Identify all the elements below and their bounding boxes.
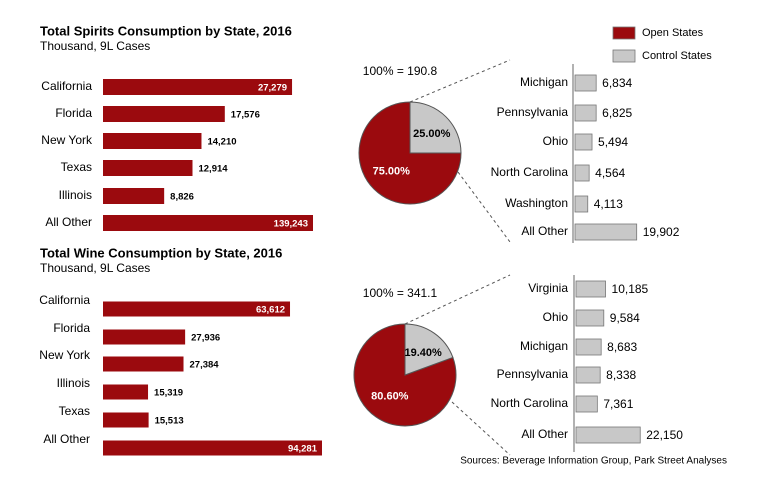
bar bbox=[103, 188, 165, 204]
value-label: 9,584 bbox=[610, 311, 640, 325]
bar bbox=[575, 338, 602, 356]
connector bbox=[451, 401, 511, 456]
value-label: 5,494 bbox=[598, 135, 628, 149]
connector bbox=[409, 59, 511, 103]
bar bbox=[574, 164, 590, 182]
bar bbox=[103, 412, 149, 428]
category-label: Michigan bbox=[520, 339, 568, 353]
legend-swatch bbox=[612, 26, 636, 40]
pie-slice bbox=[353, 323, 457, 427]
source: Sources: Beverage Information Group, Par… bbox=[460, 456, 727, 467]
category-label: All Other bbox=[521, 427, 568, 441]
value-label: 4,113 bbox=[594, 197, 623, 211]
connector bbox=[404, 274, 511, 325]
bar bbox=[103, 384, 149, 400]
value-label: 25.00% bbox=[413, 128, 451, 140]
category-label: Florida bbox=[55, 106, 92, 120]
value-label: 8,338 bbox=[606, 368, 636, 382]
category-label: Texas bbox=[61, 160, 92, 174]
value-label: 80.60% bbox=[371, 391, 409, 403]
bar bbox=[103, 301, 291, 317]
bar bbox=[574, 223, 638, 241]
bar bbox=[103, 440, 322, 456]
chart-subtitle: Thousand, 9L Cases bbox=[40, 39, 150, 53]
category-label: Florida bbox=[53, 321, 90, 335]
category-label: Virginia bbox=[528, 281, 568, 295]
category-label: Pennsylvania bbox=[497, 367, 569, 381]
chart-title: Total Spirits Consumption by State, 2016 bbox=[40, 23, 292, 38]
value-label: 15,513 bbox=[155, 416, 184, 427]
value-label: 75.00% bbox=[373, 166, 411, 178]
value-label: 6,825 bbox=[602, 106, 632, 120]
legend-swatch bbox=[612, 49, 636, 63]
chart-title: Total Wine Consumption by State, 2016 bbox=[40, 245, 282, 260]
category-label: All Other bbox=[521, 224, 568, 238]
category-label: New York bbox=[39, 348, 91, 362]
value-label: 6,834 bbox=[602, 76, 632, 90]
pie-slice bbox=[404, 323, 454, 376]
category-label: Illinois bbox=[57, 376, 90, 390]
legend-label: Control States bbox=[642, 50, 712, 62]
pie-slice bbox=[409, 101, 462, 154]
category-label: Pennsylvania bbox=[497, 105, 569, 119]
category-label: California bbox=[41, 79, 92, 93]
bar bbox=[574, 133, 593, 151]
bar bbox=[574, 104, 597, 122]
bar bbox=[575, 366, 601, 384]
value-label: 22,150 bbox=[646, 428, 683, 442]
value-label: 12,914 bbox=[198, 164, 228, 175]
value-label: 10,185 bbox=[612, 282, 649, 296]
category-label: All Other bbox=[45, 215, 92, 229]
bar bbox=[103, 160, 193, 176]
value-label: 19,902 bbox=[643, 225, 680, 239]
category-label: Ohio bbox=[543, 134, 569, 148]
value-label: 8,826 bbox=[170, 192, 194, 203]
value-label: 8,683 bbox=[607, 340, 637, 354]
category-label: All Other bbox=[43, 432, 90, 446]
category-label: Michigan bbox=[520, 75, 568, 89]
value-label: 4,564 bbox=[595, 166, 625, 180]
value-label: 27,384 bbox=[190, 360, 220, 371]
category-label: North Carolina bbox=[491, 165, 569, 179]
annotation: 100% = 341.1 bbox=[363, 286, 438, 300]
chart-subtitle: Thousand, 9L Cases bbox=[40, 261, 150, 275]
value-label: 14,210 bbox=[207, 137, 236, 148]
annotation: 100% = 190.8 bbox=[363, 64, 438, 78]
value-label: 139,243 bbox=[274, 219, 308, 230]
bar bbox=[575, 426, 641, 444]
bar bbox=[103, 133, 202, 149]
category-label: Ohio bbox=[543, 310, 569, 324]
value-label: 27,936 bbox=[191, 333, 220, 344]
legend-label: Open States bbox=[642, 27, 704, 39]
category-label: Texas bbox=[59, 404, 90, 418]
category-label: North Carolina bbox=[491, 396, 569, 410]
bar bbox=[103, 356, 184, 372]
value-label: 63,612 bbox=[256, 305, 285, 316]
category-label: Illinois bbox=[59, 188, 92, 202]
connector bbox=[457, 171, 511, 243]
value-label: 7,361 bbox=[603, 397, 633, 411]
category-label: California bbox=[39, 293, 90, 307]
value-label: 19.40% bbox=[405, 347, 443, 359]
bar bbox=[574, 74, 597, 92]
bar bbox=[575, 395, 598, 413]
bar bbox=[574, 195, 589, 213]
bar bbox=[103, 329, 186, 345]
bar bbox=[103, 79, 293, 95]
bar bbox=[103, 215, 313, 231]
bar bbox=[575, 309, 605, 327]
category-label: New York bbox=[41, 133, 93, 147]
bar bbox=[103, 106, 225, 122]
pie-slice bbox=[358, 101, 462, 205]
bar bbox=[575, 280, 606, 298]
value-label: 94,281 bbox=[288, 444, 318, 455]
value-label: 17,576 bbox=[231, 110, 260, 121]
value-label: 15,319 bbox=[154, 388, 183, 399]
category-label: Washington bbox=[505, 196, 568, 210]
value-label: 27,279 bbox=[258, 83, 287, 94]
